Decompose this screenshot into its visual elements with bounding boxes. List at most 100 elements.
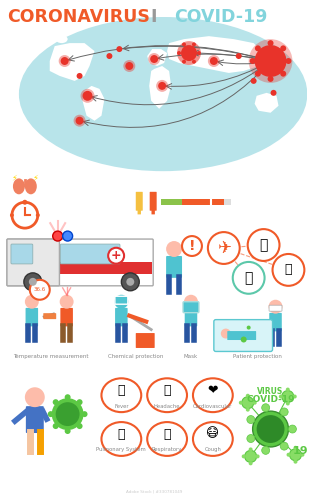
Text: Chemical protection: Chemical protection (108, 354, 163, 359)
Circle shape (268, 40, 273, 46)
Ellipse shape (147, 378, 187, 412)
Ellipse shape (193, 378, 233, 412)
FancyBboxPatch shape (150, 192, 157, 210)
Circle shape (253, 400, 257, 404)
Text: Cardiovascular: Cardiovascular (193, 404, 233, 408)
Circle shape (293, 394, 297, 398)
Text: VIRUS: VIRUS (257, 386, 284, 396)
Circle shape (61, 57, 69, 65)
FancyBboxPatch shape (183, 302, 199, 312)
FancyBboxPatch shape (166, 256, 182, 278)
Text: 🤕: 🤕 (163, 384, 171, 396)
Circle shape (248, 229, 280, 261)
Circle shape (53, 423, 59, 429)
Text: CORONAVIRUS: CORONAVIRUS (7, 8, 150, 26)
Ellipse shape (101, 378, 141, 412)
Circle shape (262, 404, 270, 411)
FancyBboxPatch shape (60, 244, 120, 264)
Circle shape (65, 428, 71, 434)
Polygon shape (83, 86, 104, 120)
Text: 💨: 💨 (163, 428, 171, 440)
Text: Respiratory: Respiratory (152, 448, 182, 452)
Circle shape (268, 76, 273, 82)
Circle shape (286, 402, 290, 406)
Text: !: ! (189, 239, 195, 253)
Circle shape (148, 53, 160, 65)
Text: ❤: ❤ (208, 384, 218, 396)
FancyBboxPatch shape (11, 244, 33, 264)
Circle shape (59, 55, 71, 67)
Circle shape (126, 278, 134, 286)
Circle shape (182, 42, 186, 46)
Circle shape (10, 213, 14, 217)
Circle shape (48, 411, 54, 417)
FancyBboxPatch shape (151, 210, 155, 214)
Circle shape (29, 278, 37, 286)
Circle shape (242, 454, 246, 458)
Circle shape (74, 114, 86, 126)
Text: 🚂: 🚂 (285, 264, 292, 276)
FancyBboxPatch shape (26, 406, 44, 433)
FancyBboxPatch shape (138, 210, 141, 214)
Circle shape (156, 80, 168, 92)
Circle shape (65, 394, 71, 400)
Circle shape (286, 388, 290, 392)
Text: Headache: Headache (154, 404, 180, 408)
Circle shape (15, 205, 35, 225)
Ellipse shape (193, 422, 233, 456)
Text: Patient protection: Patient protection (233, 354, 282, 359)
FancyBboxPatch shape (26, 308, 38, 326)
Circle shape (255, 70, 261, 76)
Circle shape (83, 91, 92, 101)
Circle shape (273, 254, 304, 286)
Text: 19: 19 (293, 446, 308, 456)
Text: Adobe Stock | #330781049: Adobe Stock | #330781049 (126, 490, 182, 494)
Circle shape (158, 82, 166, 90)
Circle shape (77, 423, 83, 429)
Circle shape (247, 416, 255, 424)
Circle shape (184, 295, 198, 308)
Circle shape (25, 295, 39, 308)
Circle shape (24, 273, 42, 291)
Ellipse shape (56, 35, 68, 43)
Text: 🏠: 🏠 (244, 271, 253, 285)
Circle shape (255, 46, 261, 52)
Polygon shape (167, 36, 264, 73)
Circle shape (246, 394, 250, 398)
Circle shape (52, 398, 83, 430)
Circle shape (250, 58, 256, 64)
FancyBboxPatch shape (227, 331, 256, 340)
Circle shape (192, 60, 196, 64)
Circle shape (294, 446, 298, 450)
Circle shape (56, 402, 80, 426)
Ellipse shape (147, 422, 187, 456)
Circle shape (182, 60, 186, 64)
Circle shape (286, 452, 290, 456)
FancyBboxPatch shape (60, 308, 73, 326)
Bar (161, 200, 231, 205)
Circle shape (125, 62, 133, 70)
Circle shape (239, 400, 243, 404)
Circle shape (121, 273, 139, 291)
Circle shape (247, 434, 255, 442)
Circle shape (208, 55, 220, 67)
Text: 🚌: 🚌 (259, 238, 268, 252)
Circle shape (63, 231, 73, 241)
Ellipse shape (25, 178, 37, 194)
Circle shape (77, 73, 83, 79)
Circle shape (116, 46, 122, 52)
Circle shape (246, 408, 250, 412)
FancyBboxPatch shape (269, 313, 282, 332)
Circle shape (177, 41, 201, 65)
Circle shape (249, 462, 253, 466)
Circle shape (221, 328, 231, 338)
Circle shape (76, 116, 83, 124)
Circle shape (253, 411, 288, 447)
Circle shape (271, 90, 277, 96)
Circle shape (192, 42, 196, 46)
Circle shape (36, 213, 40, 217)
Polygon shape (149, 66, 171, 109)
Circle shape (251, 78, 256, 84)
Circle shape (210, 57, 218, 65)
Polygon shape (50, 43, 95, 81)
